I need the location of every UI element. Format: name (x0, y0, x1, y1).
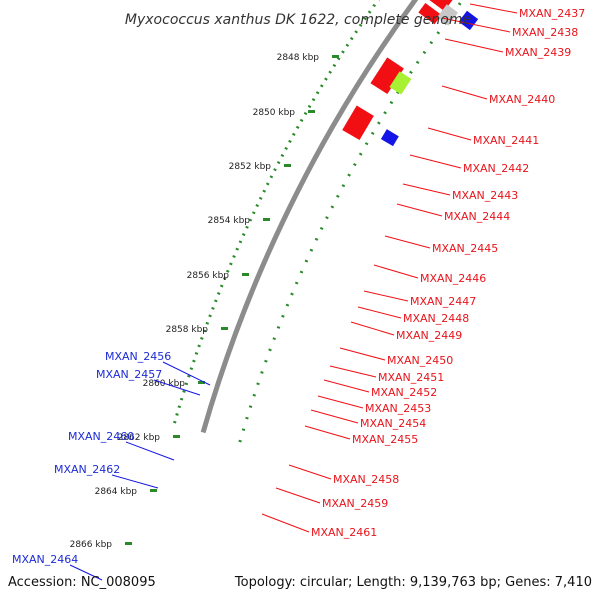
gene-red (342, 105, 374, 140)
kbp-tick-mark (242, 273, 249, 276)
gene-red (429, 0, 453, 12)
gene-label: MXAN_2451 (378, 371, 444, 384)
map-title: Myxococcus xanthus DK 1622, complete gen… (125, 12, 471, 28)
kbp-tick-mark (284, 164, 291, 167)
kbp-tick-mark (308, 110, 315, 113)
gene-label: MXAN_2437 (519, 7, 585, 20)
kbp-tick-mark (173, 435, 180, 438)
gene-label: MXAN_2455 (352, 433, 418, 446)
gene-light-green (389, 71, 412, 95)
leader-line (469, 3, 518, 14)
gene-label: MXAN_2441 (473, 134, 539, 147)
kbp-tick-mark (150, 489, 157, 492)
gene-label: MXAN_2450 (387, 354, 453, 367)
kbp-ticks: 2848 kbp 2850 kbp 2852 kbp 2854 kbp 2856 kbp… (70, 53, 339, 550)
gene-label: MXAN_2454 (360, 417, 426, 430)
gene-labels: MXAN_2437 MXAN_2438 MXAN_2439 MXAN_2440 MXAN… (12, 7, 585, 566)
gene-red (418, 2, 442, 25)
gene-label: MXAN_2444 (444, 210, 510, 223)
gene-label: MXAN_2464 (12, 553, 78, 566)
kbp-tick-mark (198, 381, 205, 384)
gene-label: MXAN_2458 (333, 473, 399, 486)
gene-label: MXAN_2453 (365, 402, 431, 415)
gene-label: MXAN_2459 (322, 497, 388, 510)
leader-line (441, 17, 511, 33)
leader-line (323, 379, 370, 393)
gene-label: MXAN_2448 (403, 312, 469, 325)
gene-blue (458, 10, 479, 31)
gene-label: MXAN_2461 (311, 526, 377, 539)
gene-label: MXAN_2447 (410, 295, 476, 308)
kbp-tick-label: 2852 kbp (229, 162, 272, 172)
leader-line (288, 464, 332, 480)
gene-label: MXAN_2442 (463, 162, 529, 175)
leader-line (350, 321, 395, 336)
leader-line (275, 487, 321, 504)
gene-label: MXAN_2456 (105, 350, 171, 363)
gene-features (342, 0, 479, 147)
gene-label: MXAN_2452 (371, 386, 437, 399)
kbp-tick-label: 2848 kbp (277, 53, 320, 63)
kbp-tick-label: 2864 kbp (95, 487, 138, 497)
leader-line (444, 38, 504, 53)
gene-label: MXAN_2460 (68, 430, 134, 443)
leader-line (384, 235, 431, 249)
leader-line (261, 513, 310, 533)
leader-line (162, 361, 211, 386)
gene-label: MXAN_2462 (54, 463, 120, 476)
accession-text: Accession: NC_008095 (8, 575, 156, 590)
leader-line (339, 347, 386, 361)
leader-line (441, 85, 488, 100)
leader-line (329, 365, 377, 378)
leader-line (402, 183, 451, 196)
gene-label: MXAN_2445 (432, 242, 498, 255)
gene-label: MXAN_2446 (420, 272, 486, 285)
label-leader-lines (69, 3, 518, 581)
leader-line (373, 264, 419, 279)
gene-label: MXAN_2449 (396, 329, 462, 342)
leader-line (357, 306, 402, 319)
kbp-tick-mark (332, 55, 339, 58)
genome-backbone (200, 0, 419, 434)
kbp-tick-label: 2860 kbp (143, 379, 186, 389)
leader-line (125, 441, 175, 461)
leader-line (427, 127, 472, 141)
leader-line (317, 395, 364, 409)
genome-summary-text: Topology: circular; Length: 9,139,763 bp… (234, 575, 592, 590)
kbp-tick-mark (125, 542, 132, 545)
leader-line (396, 203, 443, 217)
gene-gray (437, 4, 459, 26)
gene-red (370, 57, 404, 94)
gene-label: MXAN_2440 (489, 93, 555, 106)
leader-line (69, 564, 103, 581)
leader-line (310, 409, 359, 424)
gene-label: MXAN_2457 (96, 368, 162, 381)
kbp-tick-label: 2862 kbp (118, 433, 161, 443)
kbp-tick-label: 2866 kbp (70, 540, 113, 550)
kbp-tick-label: 2858 kbp (166, 325, 209, 335)
kbp-tick-label: 2856 kbp (187, 271, 230, 281)
gene-label: MXAN_2438 (512, 26, 578, 39)
kbp-tick-mark (221, 327, 228, 330)
leader-line (304, 425, 351, 440)
leader-line (409, 154, 462, 169)
gene-label: MXAN_2439 (505, 46, 571, 59)
leader-line (153, 379, 201, 396)
kbp-tick-label: 2854 kbp (208, 216, 251, 226)
gene-label: MXAN_2443 (452, 189, 518, 202)
gene-blue (380, 129, 399, 147)
leader-line (363, 290, 409, 302)
kbp-tick-mark (263, 218, 270, 221)
kbp-tick-label: 2850 kbp (253, 108, 296, 118)
leader-line (111, 474, 159, 489)
